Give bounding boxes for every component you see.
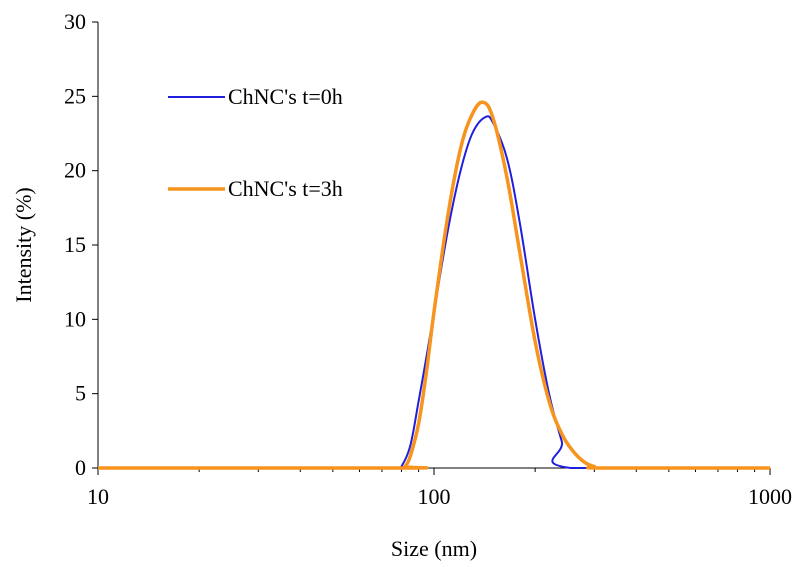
y-tick-label: 30 xyxy=(64,9,86,34)
plot-area xyxy=(97,22,770,469)
x-axis-title: Size (nm) xyxy=(391,536,477,561)
y-ticks: 0 5 10 15 20 25 30 xyxy=(64,9,98,480)
y-tick-label: 0 xyxy=(75,455,86,480)
y-tick-label: 5 xyxy=(75,381,86,406)
legend-label-2: ChNC's t=3h xyxy=(228,176,343,201)
series-line-2 xyxy=(98,100,770,470)
y-tick-label: 15 xyxy=(64,232,86,257)
series-line-1 xyxy=(98,115,770,470)
y-tick-label: 25 xyxy=(64,83,86,108)
y-axis-title: Intensity (%) xyxy=(11,187,36,302)
x-tick-label: 1000 xyxy=(748,484,792,509)
y-tick-label: 20 xyxy=(64,158,86,183)
x-tick-label: 100 xyxy=(418,484,451,509)
series-layer xyxy=(98,100,770,470)
x-tick-label: 10 xyxy=(87,484,109,509)
legend: ChNC's t=0h ChNC's t=3h xyxy=(168,84,343,201)
legend-label-1: ChNC's t=0h xyxy=(228,84,343,109)
y-tick-label: 10 xyxy=(64,306,86,331)
x-ticks: 10 100 1000 xyxy=(87,468,792,509)
